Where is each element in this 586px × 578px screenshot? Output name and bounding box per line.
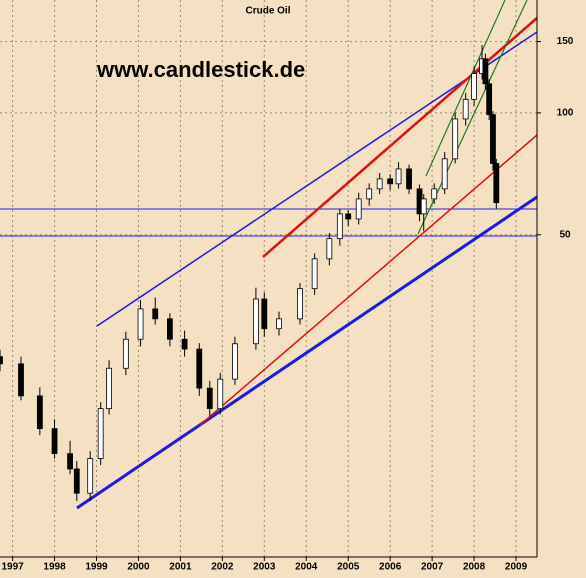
candle-body <box>366 188 373 200</box>
candle-body <box>122 338 129 369</box>
chart-title: Crude Oil <box>245 6 290 17</box>
candle-body <box>167 318 173 340</box>
candle-body <box>493 163 500 204</box>
candle-body <box>196 348 203 389</box>
x-tick-label: 1998 <box>43 562 66 573</box>
x-tick-label: 1997 <box>1 562 24 573</box>
candle-body <box>395 168 402 185</box>
trend-line-red-upper <box>262 17 538 258</box>
candles <box>0 45 500 502</box>
candle-body <box>336 213 343 240</box>
candle-body <box>206 387 213 410</box>
candle-body <box>0 356 3 365</box>
candle-body <box>486 83 493 116</box>
candle-body <box>152 308 159 320</box>
candle-body <box>51 428 58 455</box>
candle-body <box>355 198 362 220</box>
watermark: www.candlestick.de <box>96 57 305 82</box>
x-tick-label: 2008 <box>463 562 486 573</box>
candle-body <box>18 363 24 397</box>
candle-body <box>276 318 282 330</box>
trend-line-green <box>425 0 506 177</box>
candle-body <box>311 258 318 290</box>
y-tick-label: 50 <box>559 229 571 240</box>
candle-body <box>441 158 448 190</box>
candle-body <box>431 188 438 200</box>
candle-body <box>490 114 496 164</box>
candle-body <box>261 298 268 330</box>
candle-body <box>406 168 412 190</box>
candle-body <box>462 98 469 120</box>
candle-body <box>471 73 477 100</box>
candle-body <box>482 58 489 85</box>
axes: 50 100 150 1997 1998 1999 2000 2001 2002 2003 2004… <box>1 36 573 572</box>
x-tick-label: 2007 <box>421 562 444 573</box>
candle-body <box>36 395 43 430</box>
candle-body <box>253 298 259 345</box>
candle-body <box>217 378 224 410</box>
candle-body <box>181 338 188 350</box>
candle-body <box>97 408 104 459</box>
x-tick-label: 2000 <box>127 562 150 573</box>
x-tick-label: 2005 <box>337 562 360 573</box>
candle-body <box>326 238 333 260</box>
candle-body <box>73 468 80 494</box>
y-tick-label: 150 <box>557 36 574 47</box>
x-tick-label: 1999 <box>85 562 108 573</box>
candle-body <box>345 213 352 220</box>
x-tick-label: 2004 <box>295 562 318 573</box>
candle-body <box>67 453 73 470</box>
y-tick-label: 100 <box>557 108 574 119</box>
candle-body <box>387 178 394 185</box>
x-tick-label: 2009 <box>505 562 528 573</box>
x-tick-label: 2003 <box>253 562 276 573</box>
candle-body <box>452 118 459 160</box>
candle-body <box>376 178 383 190</box>
candle-body <box>137 308 144 340</box>
candle-body <box>232 343 238 380</box>
x-tick-label: 2006 <box>379 562 402 573</box>
candle-body <box>87 458 94 494</box>
candle-body <box>106 367 112 410</box>
candle-body <box>420 198 427 215</box>
candle-body <box>297 288 303 320</box>
x-tick-label: 2001 <box>169 562 192 573</box>
trend-line-lower-blue <box>76 195 538 510</box>
trend-line-red <box>199 134 538 426</box>
x-tick-label: 2002 <box>211 562 234 573</box>
